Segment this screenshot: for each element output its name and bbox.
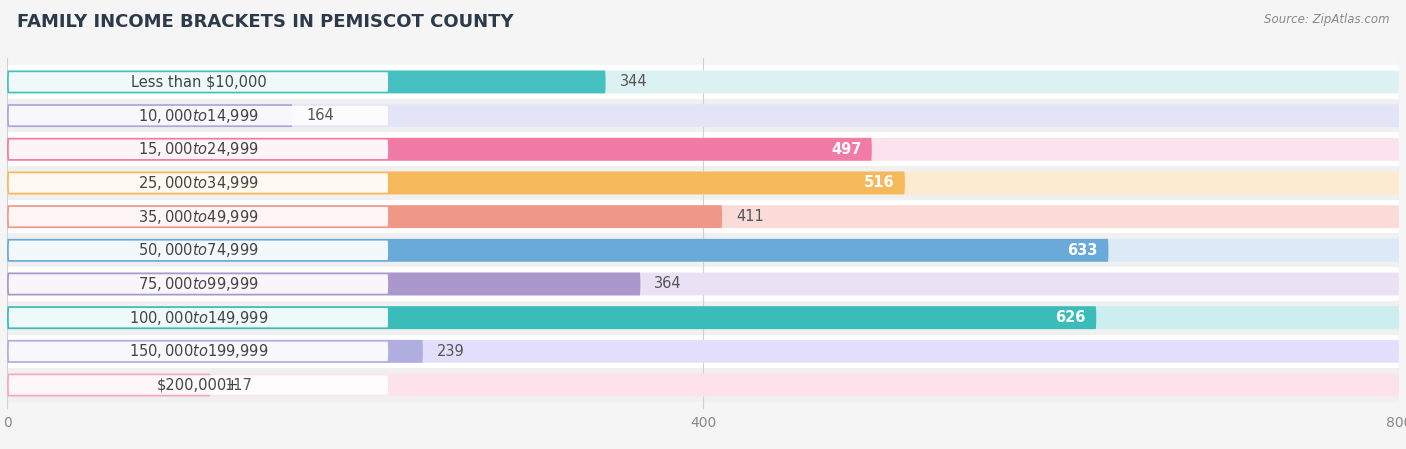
FancyBboxPatch shape	[7, 104, 1399, 127]
Text: $25,000 to $34,999: $25,000 to $34,999	[138, 174, 259, 192]
FancyBboxPatch shape	[7, 306, 1399, 329]
FancyBboxPatch shape	[7, 273, 1399, 295]
FancyBboxPatch shape	[7, 340, 1399, 363]
Text: 626: 626	[1056, 310, 1085, 325]
FancyBboxPatch shape	[7, 172, 1399, 194]
FancyBboxPatch shape	[0, 99, 1406, 132]
FancyBboxPatch shape	[7, 374, 211, 396]
Text: 364: 364	[654, 277, 682, 291]
FancyBboxPatch shape	[0, 132, 1406, 166]
FancyBboxPatch shape	[0, 233, 1406, 267]
Text: Source: ZipAtlas.com: Source: ZipAtlas.com	[1264, 13, 1389, 26]
FancyBboxPatch shape	[8, 274, 388, 294]
FancyBboxPatch shape	[0, 301, 1406, 335]
FancyBboxPatch shape	[0, 267, 1406, 301]
FancyBboxPatch shape	[7, 374, 1399, 396]
Text: Less than $10,000: Less than $10,000	[131, 75, 266, 89]
Text: 497: 497	[831, 142, 862, 157]
FancyBboxPatch shape	[7, 70, 606, 93]
Text: 633: 633	[1067, 243, 1098, 258]
Text: 411: 411	[737, 209, 763, 224]
FancyBboxPatch shape	[7, 70, 1399, 93]
Text: 164: 164	[307, 108, 335, 123]
FancyBboxPatch shape	[8, 106, 388, 125]
Text: 239: 239	[437, 344, 464, 359]
FancyBboxPatch shape	[8, 308, 388, 327]
Text: FAMILY INCOME BRACKETS IN PEMISCOT COUNTY: FAMILY INCOME BRACKETS IN PEMISCOT COUNT…	[17, 13, 513, 31]
FancyBboxPatch shape	[7, 205, 1399, 228]
Text: 516: 516	[863, 176, 894, 190]
FancyBboxPatch shape	[7, 205, 723, 228]
FancyBboxPatch shape	[8, 140, 388, 159]
FancyBboxPatch shape	[0, 65, 1406, 99]
Text: $15,000 to $24,999: $15,000 to $24,999	[138, 140, 259, 158]
FancyBboxPatch shape	[7, 138, 1399, 161]
FancyBboxPatch shape	[8, 72, 388, 92]
FancyBboxPatch shape	[8, 342, 388, 361]
FancyBboxPatch shape	[7, 239, 1399, 262]
FancyBboxPatch shape	[0, 368, 1406, 402]
FancyBboxPatch shape	[0, 335, 1406, 368]
FancyBboxPatch shape	[7, 273, 640, 295]
Text: $75,000 to $99,999: $75,000 to $99,999	[138, 275, 259, 293]
FancyBboxPatch shape	[0, 166, 1406, 200]
Text: 344: 344	[620, 75, 647, 89]
FancyBboxPatch shape	[8, 375, 388, 395]
FancyBboxPatch shape	[8, 173, 388, 193]
Text: $100,000 to $149,999: $100,000 to $149,999	[129, 308, 269, 327]
FancyBboxPatch shape	[7, 138, 872, 161]
FancyBboxPatch shape	[8, 241, 388, 260]
FancyBboxPatch shape	[7, 239, 1108, 262]
FancyBboxPatch shape	[7, 306, 1097, 329]
Text: $50,000 to $74,999: $50,000 to $74,999	[138, 241, 259, 260]
FancyBboxPatch shape	[7, 340, 423, 363]
Text: $200,000+: $200,000+	[157, 378, 239, 392]
Text: $150,000 to $199,999: $150,000 to $199,999	[129, 342, 269, 361]
Text: $10,000 to $14,999: $10,000 to $14,999	[138, 106, 259, 125]
Text: $35,000 to $49,999: $35,000 to $49,999	[138, 207, 259, 226]
FancyBboxPatch shape	[8, 207, 388, 226]
Text: 117: 117	[225, 378, 253, 392]
FancyBboxPatch shape	[0, 200, 1406, 233]
FancyBboxPatch shape	[7, 172, 905, 194]
FancyBboxPatch shape	[7, 104, 292, 127]
